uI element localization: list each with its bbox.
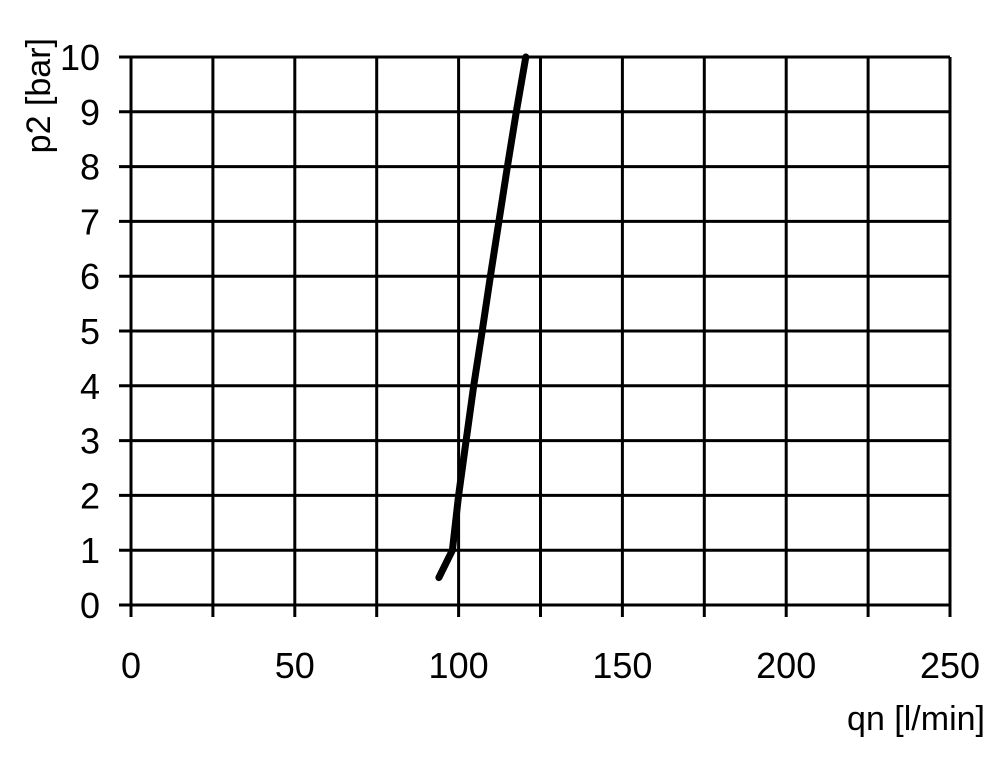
y-tick-label: 3 xyxy=(80,421,100,462)
y-axis-label: p2 [bar] xyxy=(20,38,58,153)
y-tick-label: 8 xyxy=(80,147,100,188)
y-tick-label: 0 xyxy=(80,585,100,626)
x-tick-label: 150 xyxy=(592,645,652,686)
x-tick-label: 200 xyxy=(756,645,816,686)
y-tick-label: 9 xyxy=(80,92,100,133)
y-tick-label: 1 xyxy=(80,530,100,571)
y-tick-label: 5 xyxy=(80,311,100,352)
tick-labels: 0 50 100 150 200 250 0 1 2 3 4 5 6 7 8 9 10 xyxy=(60,37,980,686)
x-axis-label: qn [l/min] xyxy=(847,700,985,738)
y-tick-label: 10 xyxy=(60,37,100,78)
grid xyxy=(119,55,952,617)
x-tick-label: 0 xyxy=(121,645,141,686)
series-line xyxy=(435,53,530,582)
x-tick-label: 100 xyxy=(429,645,489,686)
y-tick-label: 4 xyxy=(80,366,100,407)
y-tick-label: 2 xyxy=(80,475,100,516)
x-tick-label: 50 xyxy=(275,645,315,686)
x-tick-label: 250 xyxy=(920,645,980,686)
y-tick-label: 6 xyxy=(80,256,100,297)
y-tick-label: 7 xyxy=(80,201,100,242)
